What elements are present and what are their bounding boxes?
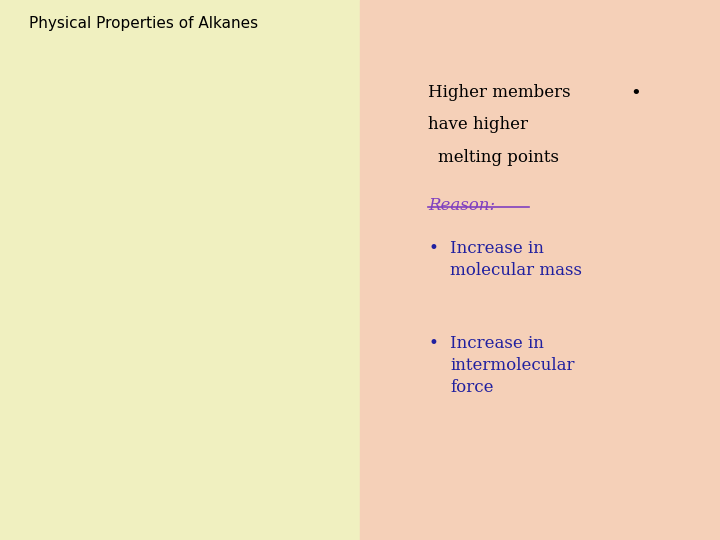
Text: Higher members: Higher members — [428, 84, 571, 100]
FancyBboxPatch shape — [33, 60, 257, 113]
Text: Melting Point: Melting Point — [59, 69, 206, 89]
Y-axis label: Melting point (°C): Melting point (°C) — [35, 253, 45, 352]
Text: Increase in
intermolecular
force: Increase in intermolecular force — [450, 335, 575, 396]
Text: Physical Properties of Alkanes: Physical Properties of Alkanes — [29, 16, 258, 31]
Text: Increase in
molecular mass: Increase in molecular mass — [450, 240, 582, 280]
Text: melting points: melting points — [438, 148, 559, 165]
FancyBboxPatch shape — [24, 55, 240, 105]
Text: •: • — [630, 84, 641, 102]
Text: •: • — [428, 240, 438, 257]
Text: •: • — [428, 335, 438, 352]
X-axis label: Number of carbon atoms of the alkane molecule: Number of carbon atoms of the alkane mol… — [126, 495, 364, 505]
Text: Reason:: Reason: — [428, 197, 495, 214]
Text: have higher: have higher — [428, 116, 528, 133]
